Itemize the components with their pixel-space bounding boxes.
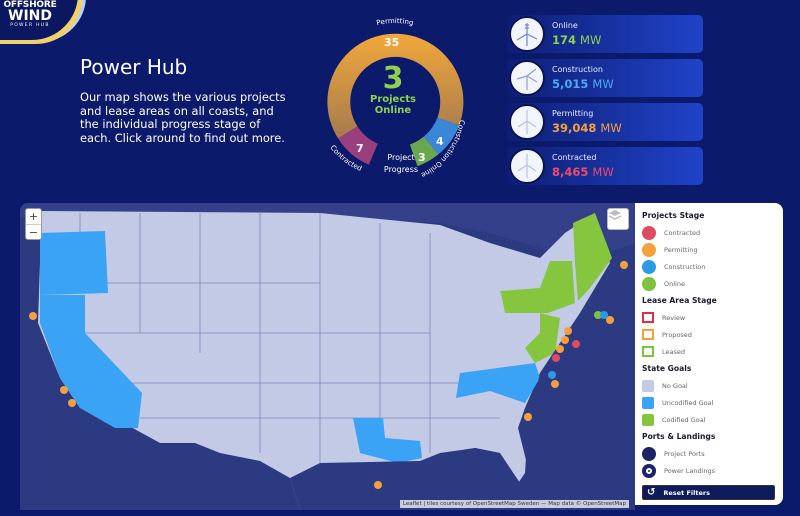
filter-contracted[interactable]: Contracted	[642, 224, 776, 241]
capacity-stats: Online 174 MW Construction 5,015 MW Perm…	[507, 15, 703, 191]
stat-card-contracted[interactable]: Contracted 8,465 MW	[507, 147, 703, 185]
map-legend: Projects Stage Contracted Permitting Con…	[635, 203, 783, 505]
filter-no-goal[interactable]: No Goal	[642, 377, 776, 394]
legend-lease-title: Lease Area Stage	[642, 296, 717, 305]
filter-codified-goal[interactable]: Codified Goal	[642, 411, 776, 428]
turbine-online-icon	[642, 276, 656, 291]
layers-icon[interactable]	[607, 208, 629, 230]
projects-online-count: 3	[382, 61, 404, 96]
map-attribution[interactable]: Leaflet | tiles courtesy of OpenStreetMa…	[399, 500, 629, 508]
zoom-out-button[interactable]: −	[26, 224, 41, 239]
state-maine-vt-nh	[573, 213, 612, 301]
legend-projects-title: Projects Stage	[642, 211, 705, 220]
intro-section: Power Hub Our map shows the various proj…	[80, 55, 290, 145]
state-new-york	[500, 261, 575, 313]
project-progress-donut: Permitting Construction Online Contracte…	[310, 14, 480, 184]
filter-leased[interactable]: Leased	[642, 343, 776, 360]
segment-contracted	[338, 126, 378, 165]
legend-goals-title: State Goals	[642, 364, 692, 373]
intro-description: Our map shows the various projects and l…	[80, 90, 286, 145]
logo-line-1: OFFSHORE	[3, 0, 57, 10]
state-louisiana	[353, 418, 422, 463]
us-map[interactable]: + − Leaflet | tiles courtesy of OpenStre…	[20, 203, 635, 510]
wind-turbine-online-icon	[509, 16, 545, 52]
segment-online	[409, 136, 439, 167]
segment-construction	[423, 117, 460, 155]
turbine-construction-icon	[642, 259, 656, 274]
no-goal-swatch	[642, 379, 654, 392]
stat-card-online[interactable]: Online 174 MW	[507, 15, 703, 53]
reset-icon: ↺	[647, 487, 656, 498]
reset-filters-button[interactable]: ↺ Reset Filters	[642, 485, 775, 500]
turbine-contracted-icon	[642, 225, 656, 240]
codified-goal-swatch	[642, 413, 654, 426]
filter-proposed[interactable]: Proposed	[642, 326, 776, 343]
state-oregon	[40, 231, 108, 295]
donut-center: 3 Projects Online	[310, 61, 476, 117]
state-north-carolina	[456, 363, 540, 403]
lease-leased-icon	[642, 346, 654, 357]
filter-project-ports[interactable]: Project Ports	[642, 445, 776, 462]
project-markers	[29, 261, 628, 489]
page-title: Power Hub	[80, 55, 188, 79]
legend-ports-title: Ports & Landings	[642, 432, 716, 441]
filter-power-landings[interactable]: Power Landings	[642, 462, 776, 479]
online-count: 3	[418, 151, 426, 164]
project-progress-label: Project Progress	[383, 153, 419, 174]
logo-line-2: WIND	[8, 8, 52, 24]
stat-card-permitting[interactable]: Permitting 39,048 MW	[507, 103, 703, 141]
wind-turbine-contracted-icon	[509, 148, 545, 184]
stat-card-construction[interactable]: Construction 5,015 MW	[507, 59, 703, 97]
filter-review[interactable]: Review	[642, 309, 776, 326]
filter-uncodified-goal[interactable]: Uncodified Goal	[642, 394, 776, 411]
lease-review-icon	[642, 312, 654, 323]
wind-turbine-construction-icon	[509, 60, 545, 96]
state-nj-md-va	[525, 313, 560, 363]
project-port-icon	[642, 446, 656, 461]
lease-proposed-icon	[642, 329, 654, 340]
filter-construction[interactable]: Construction	[642, 258, 776, 275]
construction-count: 4	[436, 135, 444, 148]
state-california	[40, 295, 142, 428]
svg-text:Permitting: Permitting	[376, 17, 415, 27]
wind-turbine-permitting-icon	[509, 104, 545, 140]
power-landing-icon	[642, 463, 656, 478]
zoom-control: + −	[25, 208, 42, 240]
filter-permitting[interactable]: Permitting	[642, 241, 776, 258]
turbine-permitting-icon	[642, 242, 656, 257]
permitting-count: 35	[384, 36, 400, 49]
logo-line-3: POWER HUB	[10, 23, 50, 28]
contracted-count: 7	[356, 142, 364, 155]
segment-permitting	[327, 33, 464, 139]
offshore-wind-logo[interactable]: OFFSHORE WIND POWER HUB	[0, 0, 78, 40]
us-landmass	[38, 211, 610, 510]
uncodified-goal-swatch	[642, 396, 654, 409]
filter-online[interactable]: Online	[642, 275, 776, 292]
zoom-in-button[interactable]: +	[28, 210, 39, 223]
